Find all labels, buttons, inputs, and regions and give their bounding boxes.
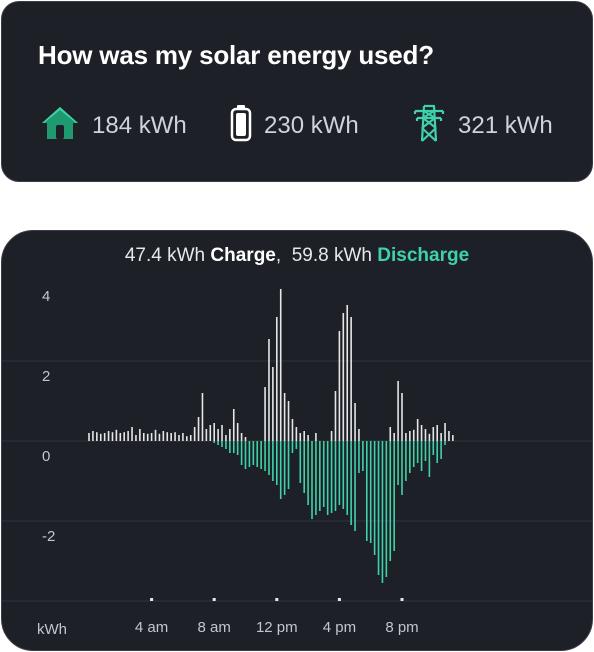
charge-label: Charge xyxy=(210,245,276,266)
solar-summary-card: How was my solar energy used? 184 kWh 23… xyxy=(1,1,593,182)
charge-discharge-chart-card: 47.4 kWh Charge, 59.8 kWh Discharge 4 2 0 -… xyxy=(1,230,593,651)
x-tick-mark xyxy=(400,598,404,601)
energy-bar-chart: 4 2 0 -2 4 am 8 am 12 pm 4 pm 8 pm kWh xyxy=(2,288,592,638)
y-tick-label: -2 xyxy=(42,528,55,545)
y-tick-label: 2 xyxy=(42,368,50,385)
x-tick-mark xyxy=(150,598,154,601)
x-tick-mark xyxy=(212,598,216,601)
battery-usage-value: 230 kWh xyxy=(264,112,359,139)
y-tick-label: 0 xyxy=(42,448,50,465)
x-tick-label: 8 am xyxy=(198,619,231,636)
grid-usage-value: 321 kWh xyxy=(458,112,553,139)
x-tick-mark xyxy=(337,598,341,601)
power-tower-icon xyxy=(412,103,446,150)
discharge-total-value: 59.8 kWh xyxy=(291,245,372,266)
x-tick-label: 4 am xyxy=(135,619,168,636)
x-tick-label: 4 pm xyxy=(323,619,356,636)
house-icon xyxy=(40,105,80,148)
y-axis-unit-label: kWh xyxy=(37,621,67,638)
battery-usage-stat: 230 kWh xyxy=(230,104,359,149)
discharge-label: Discharge xyxy=(377,245,470,266)
chart-header: 47.4 kWh Charge, 59.8 kWh Discharge xyxy=(2,245,592,267)
x-tick-mark xyxy=(275,598,279,601)
summary-title: How was my solar energy used? xyxy=(38,40,434,70)
home-usage-value: 184 kWh xyxy=(92,112,187,139)
x-tick-label: 12 pm xyxy=(256,619,298,636)
header-separator: , xyxy=(275,245,282,266)
grid-usage-stat: 321 kWh xyxy=(412,104,553,146)
y-tick-label: 4 xyxy=(42,288,50,305)
charge-total-value: 47.4 kWh xyxy=(124,245,206,266)
x-tick-label: 8 pm xyxy=(385,619,418,636)
battery-icon xyxy=(230,104,252,149)
home-usage-stat: 184 kWh xyxy=(40,106,187,146)
